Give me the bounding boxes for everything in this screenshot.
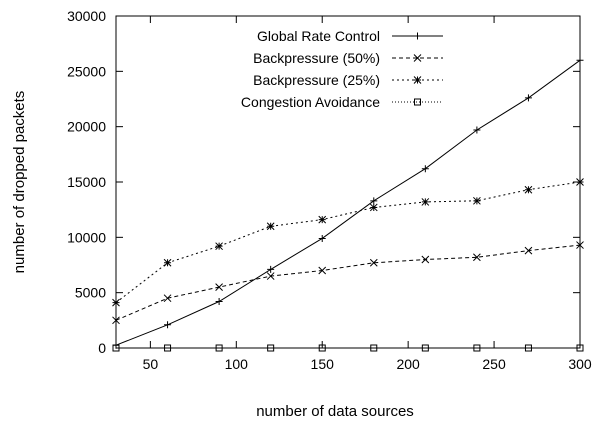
data-point [576, 56, 584, 64]
x-tick-label: 100 [225, 356, 249, 372]
legend-marker [413, 54, 422, 62]
data-point [164, 344, 172, 352]
legend-item-backpressure-50: Backpressure (50%) [253, 50, 443, 66]
x-tick-label: 300 [568, 356, 592, 372]
y-axis-label: number of dropped packets [11, 91, 28, 274]
data-point [369, 258, 378, 267]
data-point [163, 294, 172, 303]
legend-label: Congestion Avoidance [241, 94, 380, 110]
legend-label: Backpressure (50%) [253, 50, 380, 66]
data-point [576, 178, 584, 186]
data-point [112, 344, 120, 352]
data-point [266, 272, 275, 280]
legend-marker [414, 98, 421, 106]
data-point [473, 344, 481, 352]
data-point [267, 344, 275, 352]
legend-item-global-rate-control: Global Rate Control [257, 28, 443, 44]
legend-label: Global Rate Control [257, 28, 380, 44]
legend-marker [414, 32, 421, 40]
data-point [421, 198, 430, 206]
series-layer [112, 56, 584, 352]
data-point [112, 298, 120, 307]
data-point [267, 265, 275, 273]
data-point [215, 283, 223, 291]
data-point [421, 165, 429, 173]
data-point [421, 255, 430, 264]
data-point [163, 258, 172, 267]
data-point [112, 316, 120, 325]
series-line [115, 181, 581, 303]
data-point [318, 234, 326, 242]
data-point [524, 185, 533, 194]
x-axis-ticks: 50 100 150 200 250 300 [143, 16, 592, 372]
y-axis-ticks: 0 5000 10000 15000 20000 25000 30000 [67, 8, 580, 356]
y-tick-label: 10000 [67, 229, 106, 245]
legend-item-congestion-avoidance: Congestion Avoidance [241, 94, 443, 110]
x-tick-label: 50 [143, 356, 159, 372]
data-point [318, 266, 327, 275]
series-line [115, 244, 581, 321]
data-point [524, 94, 532, 102]
data-point [421, 344, 429, 352]
legend-marker [413, 76, 422, 84]
data-point [318, 215, 327, 224]
data-point [215, 298, 223, 306]
data-point [473, 196, 481, 205]
data-point [266, 222, 275, 231]
series-backpressure-25 [112, 178, 584, 307]
data-point [215, 242, 223, 251]
data-point [370, 344, 378, 352]
y-tick-label: 5000 [75, 285, 106, 301]
y-tick-label: 20000 [67, 119, 106, 135]
data-point [370, 197, 378, 205]
series-line [115, 59, 581, 346]
x-tick-label: 250 [482, 356, 506, 372]
data-point [524, 246, 533, 255]
x-tick-label: 150 [311, 356, 335, 372]
y-tick-label: 30000 [67, 8, 106, 24]
x-tick-label: 200 [396, 356, 420, 372]
y-tick-label: 0 [98, 340, 106, 356]
data-point [576, 344, 584, 352]
data-point [369, 203, 378, 212]
legend-label: Backpressure (25%) [253, 72, 380, 88]
legend-item-backpressure-25: Backpressure (25%) [253, 72, 443, 88]
data-point [215, 344, 223, 352]
data-point [473, 126, 481, 134]
data-point [318, 344, 326, 352]
y-tick-label: 15000 [67, 174, 106, 190]
data-point [524, 344, 532, 352]
series-congestion-avoidance [112, 344, 584, 352]
data-point [473, 253, 481, 262]
legend: Global Rate Control Backpressure (50%) Bac… [241, 28, 443, 110]
x-axis-label: number of data sources [256, 403, 414, 420]
y-tick-label: 25000 [67, 63, 106, 79]
series-backpressure-50 [112, 241, 584, 325]
data-point [164, 321, 172, 329]
data-point [576, 241, 584, 249]
